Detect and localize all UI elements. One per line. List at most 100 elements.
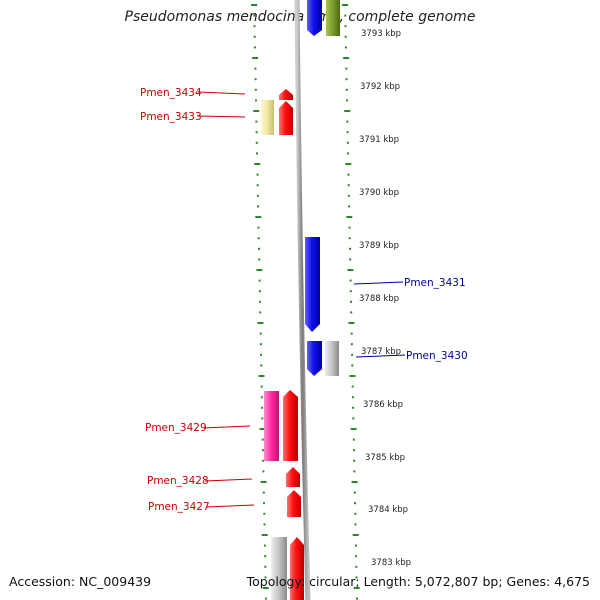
track-dot — [264, 565, 267, 568]
gene-red-bottom[interactable] — [290, 537, 304, 600]
track-dot — [344, 35, 347, 38]
gene-pmen-3429[interactable] — [283, 390, 298, 461]
gene-label-pmen-3429[interactable]: Pmen_3429 — [145, 422, 207, 434]
track-tick-major — [253, 110, 260, 112]
gene-pseudo-feature[interactable] — [325, 341, 339, 376]
track-dot — [350, 332, 353, 335]
track-dot — [259, 300, 261, 303]
track-dot — [353, 491, 356, 494]
track-dot — [259, 332, 262, 335]
tick-label: 3789 kbp — [359, 241, 399, 251]
track-dot — [352, 417, 355, 420]
track-dot — [254, 88, 257, 91]
track-dot — [347, 173, 350, 176]
gene-pseudo-feature-bottom[interactable] — [271, 537, 287, 600]
track-dot — [255, 131, 258, 134]
track-dot — [347, 184, 350, 187]
gene-label-pmen-3427[interactable]: Pmen_3427 — [148, 501, 210, 513]
tick-label: 3785 kbp — [365, 453, 405, 463]
track-dot — [258, 290, 261, 293]
gene-pmen-3430[interactable] — [307, 341, 322, 376]
track-dot — [356, 597, 358, 600]
track-dot — [258, 247, 260, 250]
track-tick-major — [255, 216, 262, 218]
track-dot — [354, 523, 357, 526]
gene-label-pmen-3430[interactable]: Pmen_3430 — [406, 350, 468, 362]
gene-pmen-3431[interactable] — [305, 237, 320, 332]
track-dot — [264, 555, 267, 558]
track-dot — [253, 35, 256, 38]
tick-label: 3783 kbp — [371, 558, 411, 568]
tick-label: 3791 kbp — [359, 135, 399, 145]
track-tick-major — [350, 428, 357, 430]
track-dot — [257, 226, 260, 229]
track-dot — [353, 459, 356, 462]
leader-line — [197, 91, 246, 95]
track-tick-major — [351, 481, 358, 483]
track-dot — [262, 459, 265, 462]
track-tick-major — [257, 322, 264, 324]
track-dot — [348, 205, 351, 208]
track-dot — [349, 290, 352, 293]
track-tick-major — [353, 587, 360, 589]
tick-label: 3790 kbp — [359, 188, 399, 198]
track-dot — [255, 141, 258, 144]
reverse-strand — [261, 89, 304, 600]
track-dot — [258, 279, 261, 282]
track-tick-major — [254, 163, 261, 165]
track-dot — [355, 565, 358, 568]
track-dot — [263, 544, 266, 547]
track-tick-major — [259, 428, 266, 430]
track-dot — [255, 99, 257, 102]
track-tick-major — [344, 110, 351, 112]
track-dot — [349, 258, 352, 261]
leader-line — [197, 115, 246, 118]
track-tick-major — [343, 57, 350, 59]
track-tick-major — [349, 375, 356, 377]
track-dot — [350, 311, 353, 314]
track-dot — [351, 353, 354, 356]
track-dot — [256, 184, 259, 187]
gene-pale-feature[interactable] — [261, 100, 274, 135]
leader-line — [205, 504, 255, 508]
gene-pmen-3427[interactable] — [287, 490, 301, 517]
track-dot — [263, 523, 266, 526]
gene-pmen-3434[interactable] — [279, 89, 293, 100]
genome-backbone — [294, 0, 311, 600]
track-dot — [262, 491, 265, 494]
gene-label-pmen-3428[interactable]: Pmen_3428 — [147, 475, 209, 487]
genome-stats-text: Topology: circular; Length: 5,072,807 bp… — [246, 574, 590, 589]
gene-olive-top[interactable] — [326, 0, 340, 36]
track-dot — [253, 46, 256, 49]
track-tick-major — [260, 481, 267, 483]
track-dot — [254, 78, 257, 81]
track-dot — [349, 247, 351, 250]
track-tick-major — [256, 269, 263, 271]
track-dot — [256, 173, 259, 176]
track-dot — [258, 258, 261, 261]
gene-blue-top[interactable] — [307, 0, 322, 36]
gene-label-pmen-3433[interactable]: Pmen_3433 — [140, 111, 202, 123]
track-dot — [257, 237, 260, 240]
track-dot — [261, 438, 264, 441]
gene-label-pmen-3434[interactable]: Pmen_3434 — [140, 87, 202, 99]
kbp-scale: 3793 kbp 3792 kbp 3791 kbp 3790 kbp 3789… — [359, 29, 411, 568]
track-dot — [261, 406, 264, 409]
accession-text: Accession: NC_009439 — [9, 574, 152, 589]
gene-pmen-3428[interactable] — [286, 467, 300, 487]
tick-label: 3786 kbp — [363, 400, 403, 410]
track-dot — [257, 205, 260, 208]
track-dot — [260, 364, 263, 367]
track-dot — [253, 25, 256, 28]
gene-pmen-3433[interactable] — [279, 101, 293, 135]
tick-label: 3793 kbp — [361, 29, 401, 39]
track-dot — [346, 141, 349, 144]
track-dot — [259, 311, 262, 314]
gene-ncrna-feature[interactable] — [264, 391, 279, 461]
track-dot — [351, 364, 354, 367]
tick-label: 3788 kbp — [359, 294, 399, 304]
gene-label-pmen-3431[interactable]: Pmen_3431 — [404, 277, 466, 289]
track-dot — [262, 470, 265, 473]
track-tick-major — [342, 4, 349, 6]
